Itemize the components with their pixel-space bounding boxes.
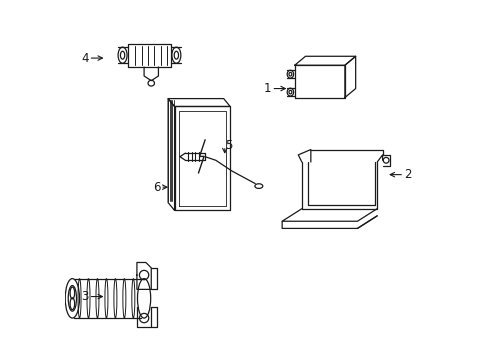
Text: 1: 1 [264, 82, 271, 95]
Text: 3: 3 [81, 290, 88, 303]
Text: 5: 5 [224, 139, 232, 152]
Text: 6: 6 [152, 181, 160, 194]
Text: 4: 4 [81, 51, 88, 64]
Text: 2: 2 [403, 168, 411, 181]
